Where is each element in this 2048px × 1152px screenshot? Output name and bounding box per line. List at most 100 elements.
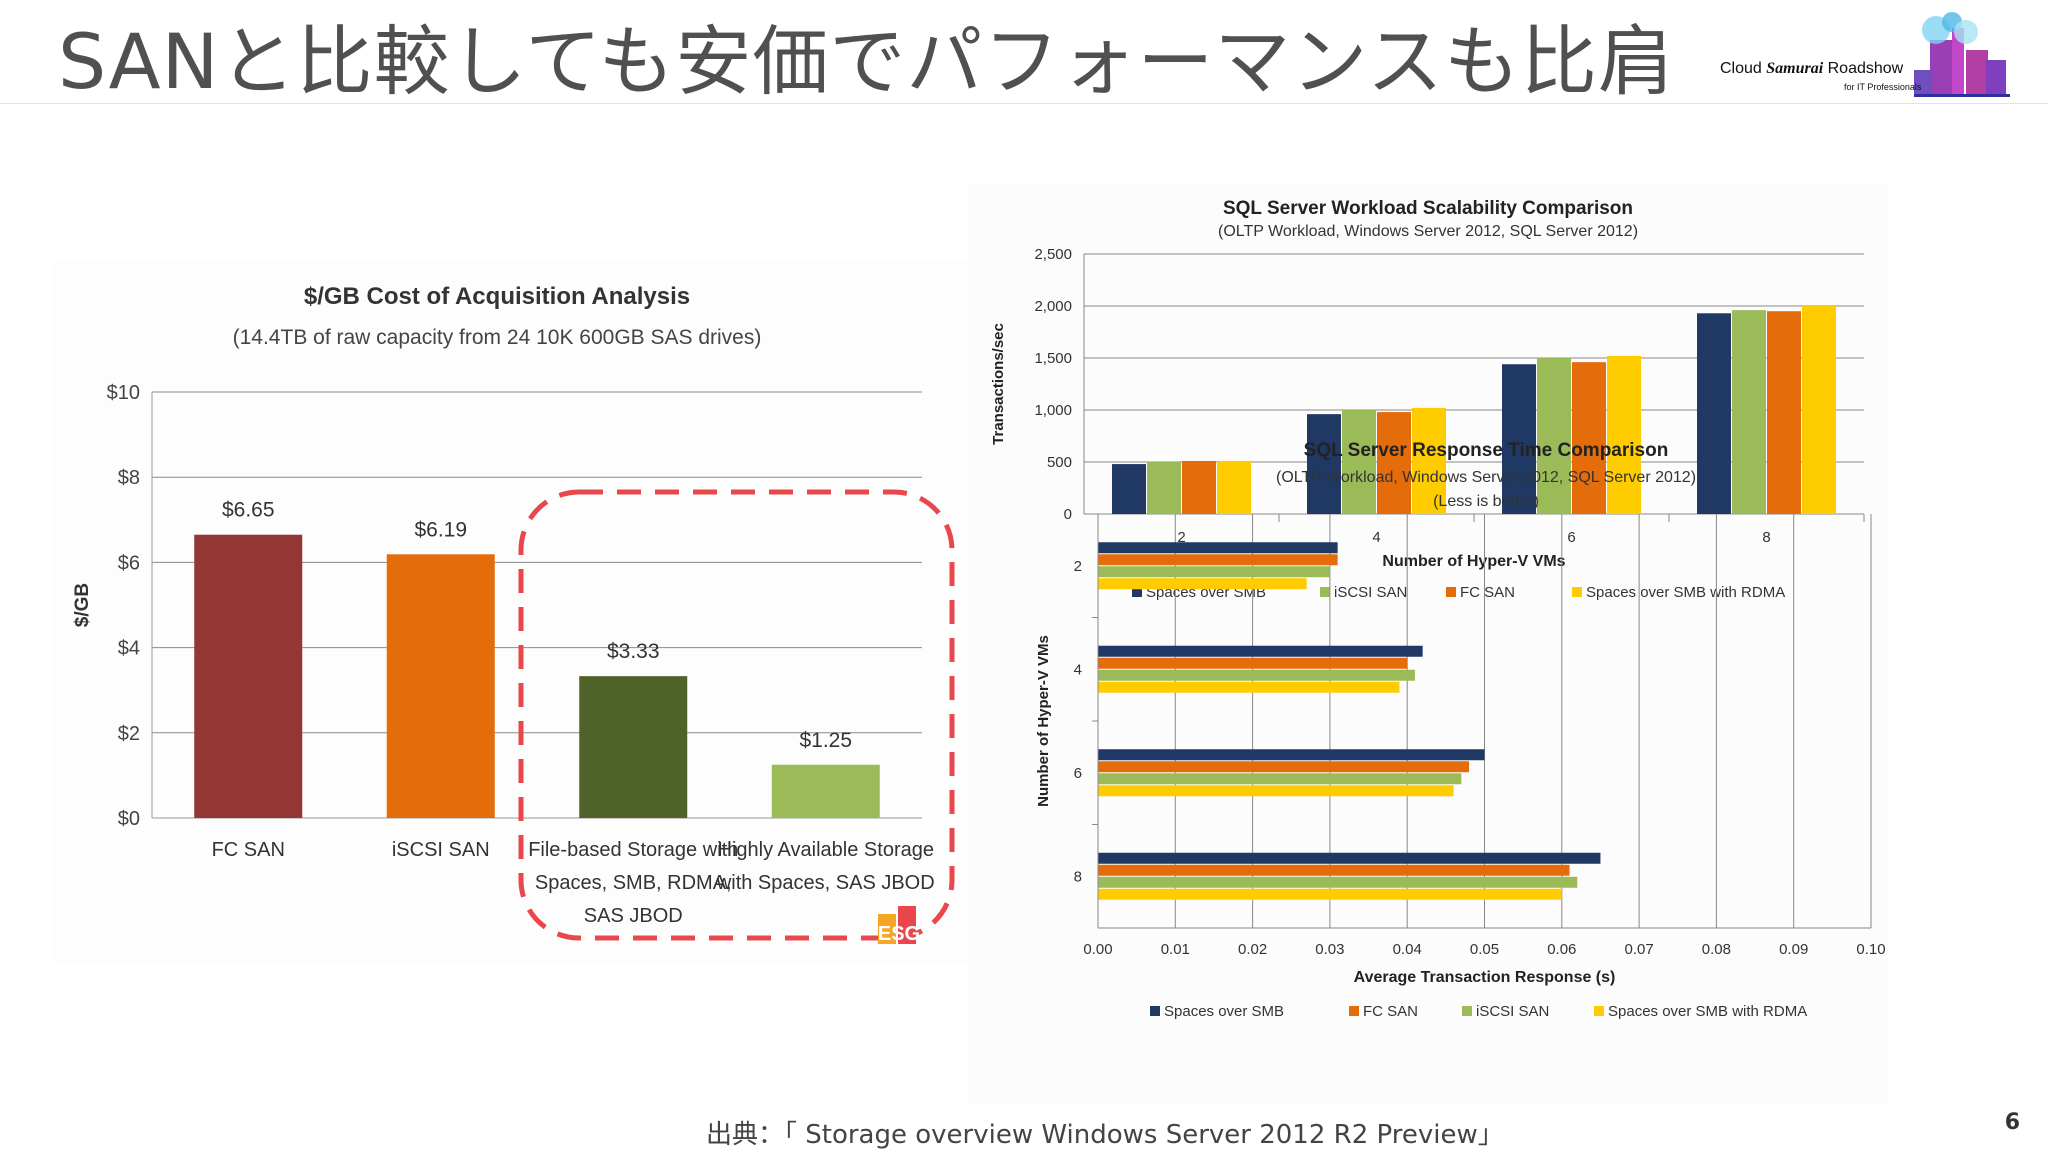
scalability-bar bbox=[1112, 464, 1146, 514]
response-legend-label: Spaces over SMB bbox=[1164, 1003, 1284, 1020]
response-legend-label: iSCSI SAN bbox=[1476, 1003, 1549, 1020]
scalability-y-axis-label: Transactions/sec bbox=[990, 323, 1007, 445]
response-y-tick-label: 6 bbox=[1074, 765, 1082, 782]
cost-category-label: SAS JBOD bbox=[584, 905, 683, 927]
cost-data-label: $1.25 bbox=[799, 729, 852, 752]
scalability-bar bbox=[1147, 462, 1181, 514]
scalability-bar bbox=[1182, 460, 1216, 514]
page-number: 6 bbox=[2004, 1110, 2020, 1135]
cost-category-label: with Spaces, SAS JBOD bbox=[716, 872, 935, 894]
scalability-y-tick-label: 500 bbox=[1047, 454, 1072, 471]
scalability-x-axis-label: Number of Hyper-V VMs bbox=[1382, 553, 1565, 570]
cost-y-tick-label: $6 bbox=[118, 552, 140, 574]
cost-data-label: $6.65 bbox=[222, 499, 275, 522]
scalability-y-tick-label: 0 bbox=[1064, 506, 1072, 523]
scalability-legend-label: Spaces over SMB with RDMA bbox=[1586, 584, 1785, 601]
cost-chart-subtitle: (14.4TB of raw capacity from 24 10K 600G… bbox=[233, 326, 762, 349]
scalability-bar bbox=[1412, 407, 1446, 514]
response-bar bbox=[1098, 554, 1338, 566]
cost-y-tick-label: $2 bbox=[118, 723, 140, 745]
cost-category-label: File-based Storage with bbox=[528, 839, 738, 861]
response-bar bbox=[1098, 888, 1562, 900]
scalability-bar bbox=[1502, 364, 1536, 514]
highlight-box bbox=[518, 489, 955, 941]
cost-category-label: FC SAN bbox=[212, 839, 285, 861]
response-x-tick-label: 0.01 bbox=[1161, 941, 1190, 958]
response-bar bbox=[1098, 657, 1408, 669]
response-x-tick-label: 0.05 bbox=[1470, 941, 1499, 958]
city-skyline-icon bbox=[1914, 12, 2010, 97]
response-bar bbox=[1098, 852, 1601, 864]
cost-y-tick-label: $8 bbox=[118, 467, 140, 489]
scalability-y-tick-label: 2,000 bbox=[1034, 298, 1072, 315]
response-subtitle-2: (Less is better) bbox=[1433, 493, 1539, 510]
cost-bar bbox=[194, 534, 303, 818]
response-bar bbox=[1098, 749, 1485, 761]
response-bar bbox=[1098, 681, 1400, 693]
scalability-legend-label: FC SAN bbox=[1460, 584, 1515, 601]
scalability-bar bbox=[1342, 410, 1376, 514]
scalability-y-tick-label: 1,000 bbox=[1034, 402, 1072, 419]
cost-chart: $/GB Cost of Acquisition Analysis (14.4TB… bbox=[72, 283, 955, 945]
cost-y-axis-label: $/GB bbox=[72, 583, 93, 627]
response-y-tick-label: 8 bbox=[1074, 868, 1082, 885]
scalability-subtitle: (OLTP Workload, Windows Server 2012, SQL… bbox=[1218, 223, 1638, 240]
performance-charts: SQL Server Workload Scalability Comparis… bbox=[990, 198, 1886, 1020]
scalability-y-tick-label: 2,500 bbox=[1034, 246, 1072, 263]
esg-logo-block bbox=[898, 906, 916, 944]
logo-subtitle: for IT Professionals bbox=[1844, 82, 1922, 92]
response-legend-label: Spaces over SMB with RDMA bbox=[1608, 1003, 1807, 1020]
response-y-axis-label: Number of Hyper-V VMs bbox=[1035, 635, 1052, 807]
scalability-bar bbox=[1767, 311, 1801, 514]
response-x-tick-label: 0.02 bbox=[1238, 941, 1267, 958]
response-x-tick-label: 0.07 bbox=[1624, 941, 1653, 958]
cost-bar bbox=[771, 764, 880, 818]
scalability-legend-label: iSCSI SAN bbox=[1334, 584, 1407, 601]
response-bar bbox=[1098, 785, 1454, 797]
response-x-tick-label: 0.10 bbox=[1856, 941, 1885, 958]
cost-bar bbox=[386, 554, 495, 818]
response-x-tick-label: 0.06 bbox=[1547, 941, 1576, 958]
response-x-axis-label: Average Transaction Response (s) bbox=[1354, 969, 1616, 986]
title-divider bbox=[0, 103, 2048, 104]
scalability-legend-swatch bbox=[1132, 587, 1142, 597]
response-bar bbox=[1098, 542, 1338, 554]
logo-wordmark: Cloud Samurai Roadshow bbox=[1720, 60, 1904, 77]
scalability-bar bbox=[1537, 358, 1571, 514]
scalability-y-tick-label: 1,500 bbox=[1034, 350, 1072, 367]
response-x-tick-label: 0.00 bbox=[1083, 941, 1112, 958]
response-bar bbox=[1098, 578, 1307, 590]
response-bar bbox=[1098, 669, 1415, 681]
cost-y-tick-label: $10 bbox=[107, 382, 140, 404]
scalability-bar bbox=[1802, 306, 1836, 514]
response-legend-swatch bbox=[1150, 1006, 1160, 1016]
response-bar bbox=[1098, 566, 1330, 578]
response-y-tick-label: 4 bbox=[1074, 661, 1082, 678]
perf-charts-panel: SQL Server Workload Scalability Comparis… bbox=[968, 184, 1888, 1104]
response-bar bbox=[1098, 864, 1570, 876]
response-x-tick-label: 0.03 bbox=[1315, 941, 1344, 958]
response-title: SQL Server Response Time Comparison bbox=[1304, 440, 1669, 461]
response-legend-swatch bbox=[1462, 1006, 1472, 1016]
cost-y-tick-label: $4 bbox=[118, 638, 140, 660]
scalability-bar bbox=[1377, 412, 1411, 514]
scalability-legend-swatch bbox=[1572, 587, 1582, 597]
response-legend-swatch bbox=[1349, 1006, 1359, 1016]
scalability-bar bbox=[1217, 460, 1251, 514]
scalability-x-tick-label: 2 bbox=[1177, 529, 1185, 546]
response-x-tick-label: 0.08 bbox=[1702, 941, 1731, 958]
slide-title: SANと比較しても安価でパフォーマンスも比肩 bbox=[58, 17, 1675, 106]
scalability-legend-swatch bbox=[1446, 587, 1456, 597]
scalability-x-tick-label: 4 bbox=[1372, 529, 1380, 546]
scalability-bar bbox=[1607, 355, 1641, 514]
cost-data-label: $6.19 bbox=[414, 518, 467, 541]
cost-category-label: iSCSI SAN bbox=[392, 839, 490, 861]
scalability-bar bbox=[1572, 362, 1606, 514]
response-y-tick-label: 2 bbox=[1074, 558, 1082, 575]
scalability-bar bbox=[1697, 313, 1731, 514]
esg-logo: ESG bbox=[878, 906, 920, 945]
response-legend-label: FC SAN bbox=[1363, 1003, 1418, 1020]
scalability-x-tick-label: 8 bbox=[1762, 529, 1770, 546]
response-subtitle: (OLTP Workload, Windows Server 2012, SQL… bbox=[1276, 469, 1696, 486]
scalability-bar bbox=[1307, 414, 1341, 514]
